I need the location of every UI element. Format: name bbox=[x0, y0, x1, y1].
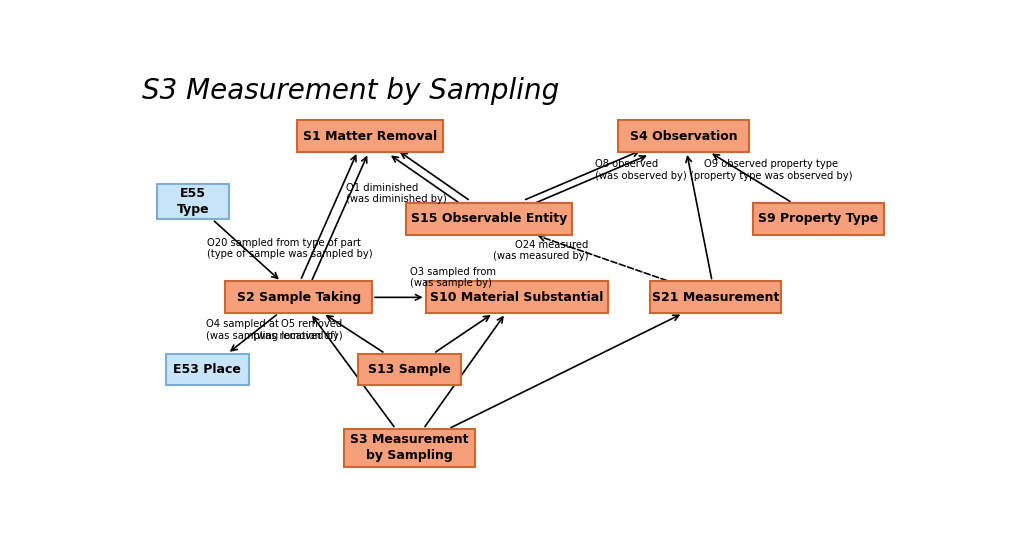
FancyBboxPatch shape bbox=[426, 282, 608, 314]
FancyBboxPatch shape bbox=[166, 354, 249, 385]
FancyBboxPatch shape bbox=[753, 203, 884, 235]
Text: S9 Property Type: S9 Property Type bbox=[759, 212, 879, 225]
FancyBboxPatch shape bbox=[225, 282, 372, 314]
Text: E53 Place: E53 Place bbox=[173, 363, 242, 376]
Text: S15 Observable Entity: S15 Observable Entity bbox=[411, 212, 567, 225]
Text: O1 diminished
(was diminished by): O1 diminished (was diminished by) bbox=[346, 182, 447, 204]
Text: S3 Measurement by Sampling: S3 Measurement by Sampling bbox=[142, 77, 559, 105]
Text: S4 Observation: S4 Observation bbox=[630, 129, 737, 143]
Text: O24 measured
(was measured by): O24 measured (was measured by) bbox=[493, 240, 588, 262]
FancyBboxPatch shape bbox=[158, 185, 228, 219]
Text: O4 sampled at
(was sampling location of): O4 sampled at (was sampling location of) bbox=[206, 319, 337, 341]
Text: O20 sampled from type of part
(type of sample was sampled by): O20 sampled from type of part (type of s… bbox=[207, 237, 373, 260]
Text: O9 observed property type
(property type was observed by): O9 observed property type (property type… bbox=[689, 159, 852, 181]
Text: S1 Matter Removal: S1 Matter Removal bbox=[303, 129, 437, 143]
Text: S3 Measurement
by Sampling: S3 Measurement by Sampling bbox=[350, 434, 469, 462]
FancyBboxPatch shape bbox=[406, 203, 572, 235]
FancyBboxPatch shape bbox=[358, 354, 461, 385]
FancyBboxPatch shape bbox=[618, 120, 749, 152]
Text: S13 Sample: S13 Sample bbox=[369, 363, 452, 376]
FancyBboxPatch shape bbox=[344, 429, 475, 467]
Text: O8 observed
(was observed by): O8 observed (was observed by) bbox=[595, 159, 686, 181]
Text: S10 Material Substantial: S10 Material Substantial bbox=[430, 291, 603, 304]
Text: E55
Type: E55 Type bbox=[177, 187, 209, 217]
Text: O3 sampled from
(was sample by): O3 sampled from (was sample by) bbox=[410, 267, 496, 288]
FancyBboxPatch shape bbox=[297, 120, 443, 152]
Text: O5 removed
(was removed by): O5 removed (was removed by) bbox=[253, 319, 342, 341]
Text: S21 Measurement: S21 Measurement bbox=[651, 291, 779, 304]
FancyBboxPatch shape bbox=[650, 282, 780, 314]
Text: S2 Sample Taking: S2 Sample Taking bbox=[237, 291, 360, 304]
